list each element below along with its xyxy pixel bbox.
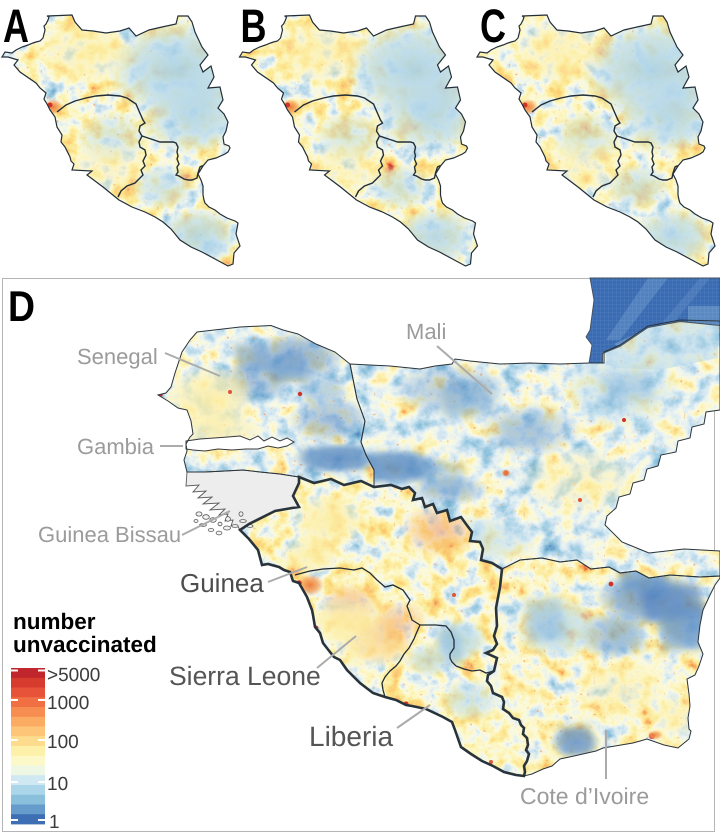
svg-text:Mali: Mali — [406, 319, 446, 344]
svg-text:Guinea Bissau: Guinea Bissau — [38, 522, 181, 547]
svg-text:Liberia: Liberia — [309, 721, 393, 752]
svg-text:B: B — [241, 0, 267, 52]
svg-text:1000: 1000 — [47, 693, 89, 714]
svg-text:unvaccinated: unvaccinated — [13, 632, 157, 657]
svg-text:Sierra Leone: Sierra Leone — [169, 661, 321, 691]
svg-text:A: A — [3, 0, 29, 52]
svg-text:C: C — [480, 0, 506, 52]
svg-text:100: 100 — [47, 732, 79, 753]
svg-text:number: number — [13, 609, 96, 634]
svg-text:Guinea: Guinea — [180, 568, 264, 598]
svg-text:Senegal: Senegal — [77, 344, 158, 369]
svg-text:1: 1 — [49, 812, 60, 833]
svg-text:Cote d’Ivoire: Cote d’Ivoire — [520, 783, 649, 809]
svg-text:D: D — [8, 283, 35, 331]
svg-text:10: 10 — [47, 774, 68, 795]
svg-text:Gambia: Gambia — [77, 434, 155, 459]
svg-text:>5000: >5000 — [47, 665, 100, 686]
